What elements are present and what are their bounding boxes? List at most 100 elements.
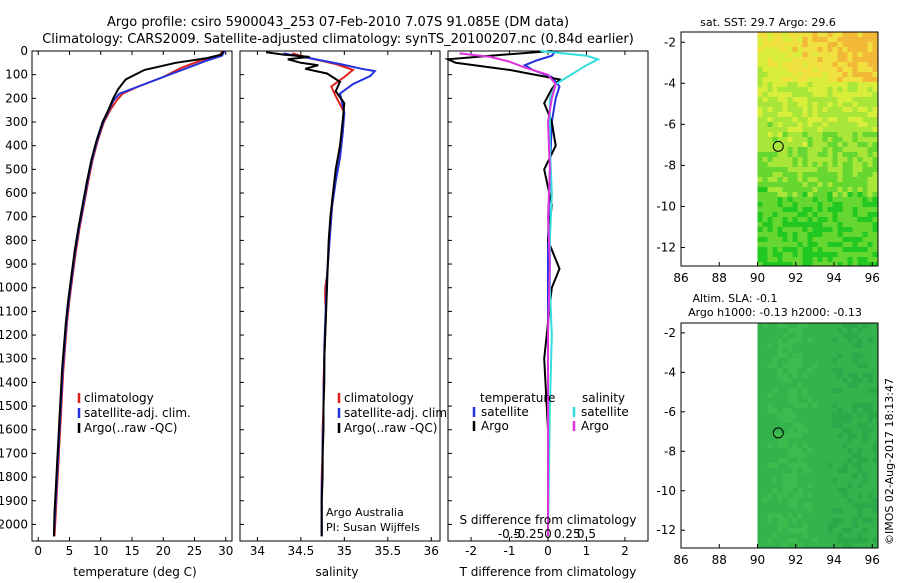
y-tick-label: 1200 [0,328,28,342]
top-tick-label: -0.25 [513,527,544,541]
salinity-annotation-line2: PI: Susan Wijffels [326,521,420,534]
top-tick-label: 0.25 [554,527,581,541]
legend-label: satellite [481,405,529,419]
series-line [265,51,346,537]
map-y-tick-label: -2 [664,326,676,340]
top-tick-label: 0.5 [577,527,596,541]
legend-label: satellite-adj. clim. [344,406,451,420]
sst-map-title: sat. SST: 29.7 Argo: 29.6 [700,16,836,29]
y-tick-label: 900 [5,257,28,271]
map-y-tick-label: -8 [664,444,676,458]
y-tick-label: 1700 [0,446,28,460]
map-y-tick-label: -6 [664,405,676,419]
x-tick-label: 15 [124,544,139,558]
y-tick-label: 0 [20,44,28,58]
map-x-tick-label: 96 [865,553,880,567]
figure-title-line2: Climatology: CARS2009. Satellite-adjuste… [42,32,634,47]
map-x-tick-label: 86 [673,553,688,567]
y-tick-label: 1100 [0,304,28,318]
x-tick-label: 30 [218,544,233,558]
map-y-tick-label: -10 [656,199,676,213]
legend-label: satellite [581,405,629,419]
y-tick-label: 1400 [0,375,28,389]
difference-panel: -2 -1 0 1 2 -0.5-0.25 0 0.250.5 temperature salin… [444,50,649,558]
map-x-tick-label: 88 [712,271,727,285]
sla-map-title-line2: Argo h1000: -0.13 h2000: -0.13 [688,306,862,319]
sla-map-title-line1: Altim. SLA: -0.1 [692,292,777,305]
temperature-panel: 0 5 10 15 20 25 300100200300400500600700800900… [0,44,233,558]
map-x-tick-label: 96 [865,271,880,285]
map-border [680,31,879,267]
x-tick-label: 10 [93,544,108,558]
map-y-tick-label: -4 [664,76,676,90]
map-y-tick-label: -4 [664,365,676,379]
map-x-tick-label: 90 [750,271,765,285]
x-tick-label: 1 [583,544,591,558]
argo-location-marker [772,427,784,439]
y-tick-label: 1300 [0,352,28,366]
top-tick-label: -0.5 [498,527,521,541]
map-x-tick-label: 92 [788,271,803,285]
map-x-tick-label: 94 [826,553,841,567]
y-tick-label: 1500 [0,399,28,413]
x-tick-label: 35.5 [374,544,401,558]
y-tick-label: 1800 [0,470,28,484]
y-tick-label: 300 [5,115,28,129]
plot-frame [31,50,233,542]
map-y-tick-label: -12 [656,523,676,537]
x-tick-label: 25 [187,544,202,558]
difference-xlabel: T difference from climatology [459,565,637,579]
y-tick-label: 400 [5,139,28,153]
y-tick-label: 2000 [0,517,28,531]
map-x-tick-label: 88 [712,553,727,567]
map-y-tick-label: -2 [664,35,676,49]
top-tick-label: 0 [544,527,552,541]
x-tick-label: 36 [424,544,439,558]
legend-label: climatology [84,391,154,405]
x-tick-label: 5 [66,544,74,558]
argo-location-marker [772,140,784,152]
y-tick-label: 500 [5,162,28,176]
y-tick-label: 800 [5,233,28,247]
legend-label: Argo(..raw -QC) [84,421,177,435]
x-tick-label: 35 [337,544,352,558]
plot-frame [239,50,441,542]
series-line [540,50,601,537]
x-tick-label: 20 [156,544,171,558]
x-tick-label: 34 [250,544,265,558]
map-y-tick-label: -6 [664,117,676,131]
salinity-xlabel: salinity [315,565,358,579]
legend-group-title: salinity [582,391,625,405]
x-tick-label: -1 [504,544,516,558]
map-field [757,323,879,549]
legend-label: Argo [581,419,609,433]
sst-map: 86 88 90 92 94 96 -2 -4 -6 -8 -10 -12 [656,31,880,285]
difference-top-xlabel: S difference from climatology [460,513,637,527]
salinity-annotation-line1: Argo Australia [326,506,404,519]
map-field [757,32,879,267]
y-tick-label: 1000 [0,281,28,295]
map-x-tick-label: 86 [673,271,688,285]
x-tick-label: 34.5 [288,544,315,558]
legend-label: Argo [481,419,509,433]
figure-title-line1: Argo profile: csiro 5900043_253 07-Feb-2… [107,15,569,30]
sla-map: 86 88 90 92 94 96 -2 -4 -6 -8 -10 -12 [656,322,880,567]
y-tick-label: 1900 [0,494,28,508]
legend-label: climatology [344,391,414,405]
map-x-tick-label: 92 [788,553,803,567]
map-x-tick-label: 90 [750,553,765,567]
legend-label: satellite-adj. clim. [84,406,191,420]
legend-label: Argo(..raw -QC) [344,421,437,435]
x-tick-label: 0 [544,544,552,558]
y-tick-label: 200 [5,91,28,105]
y-tick-label: 700 [5,210,28,224]
y-tick-label: 1600 [0,423,28,437]
map-y-tick-label: -10 [656,484,676,498]
map-x-tick-label: 94 [826,271,841,285]
y-tick-label: 600 [5,186,28,200]
x-tick-label: -2 [465,544,477,558]
map-border [680,322,879,549]
map-y-tick-label: -12 [656,241,676,255]
